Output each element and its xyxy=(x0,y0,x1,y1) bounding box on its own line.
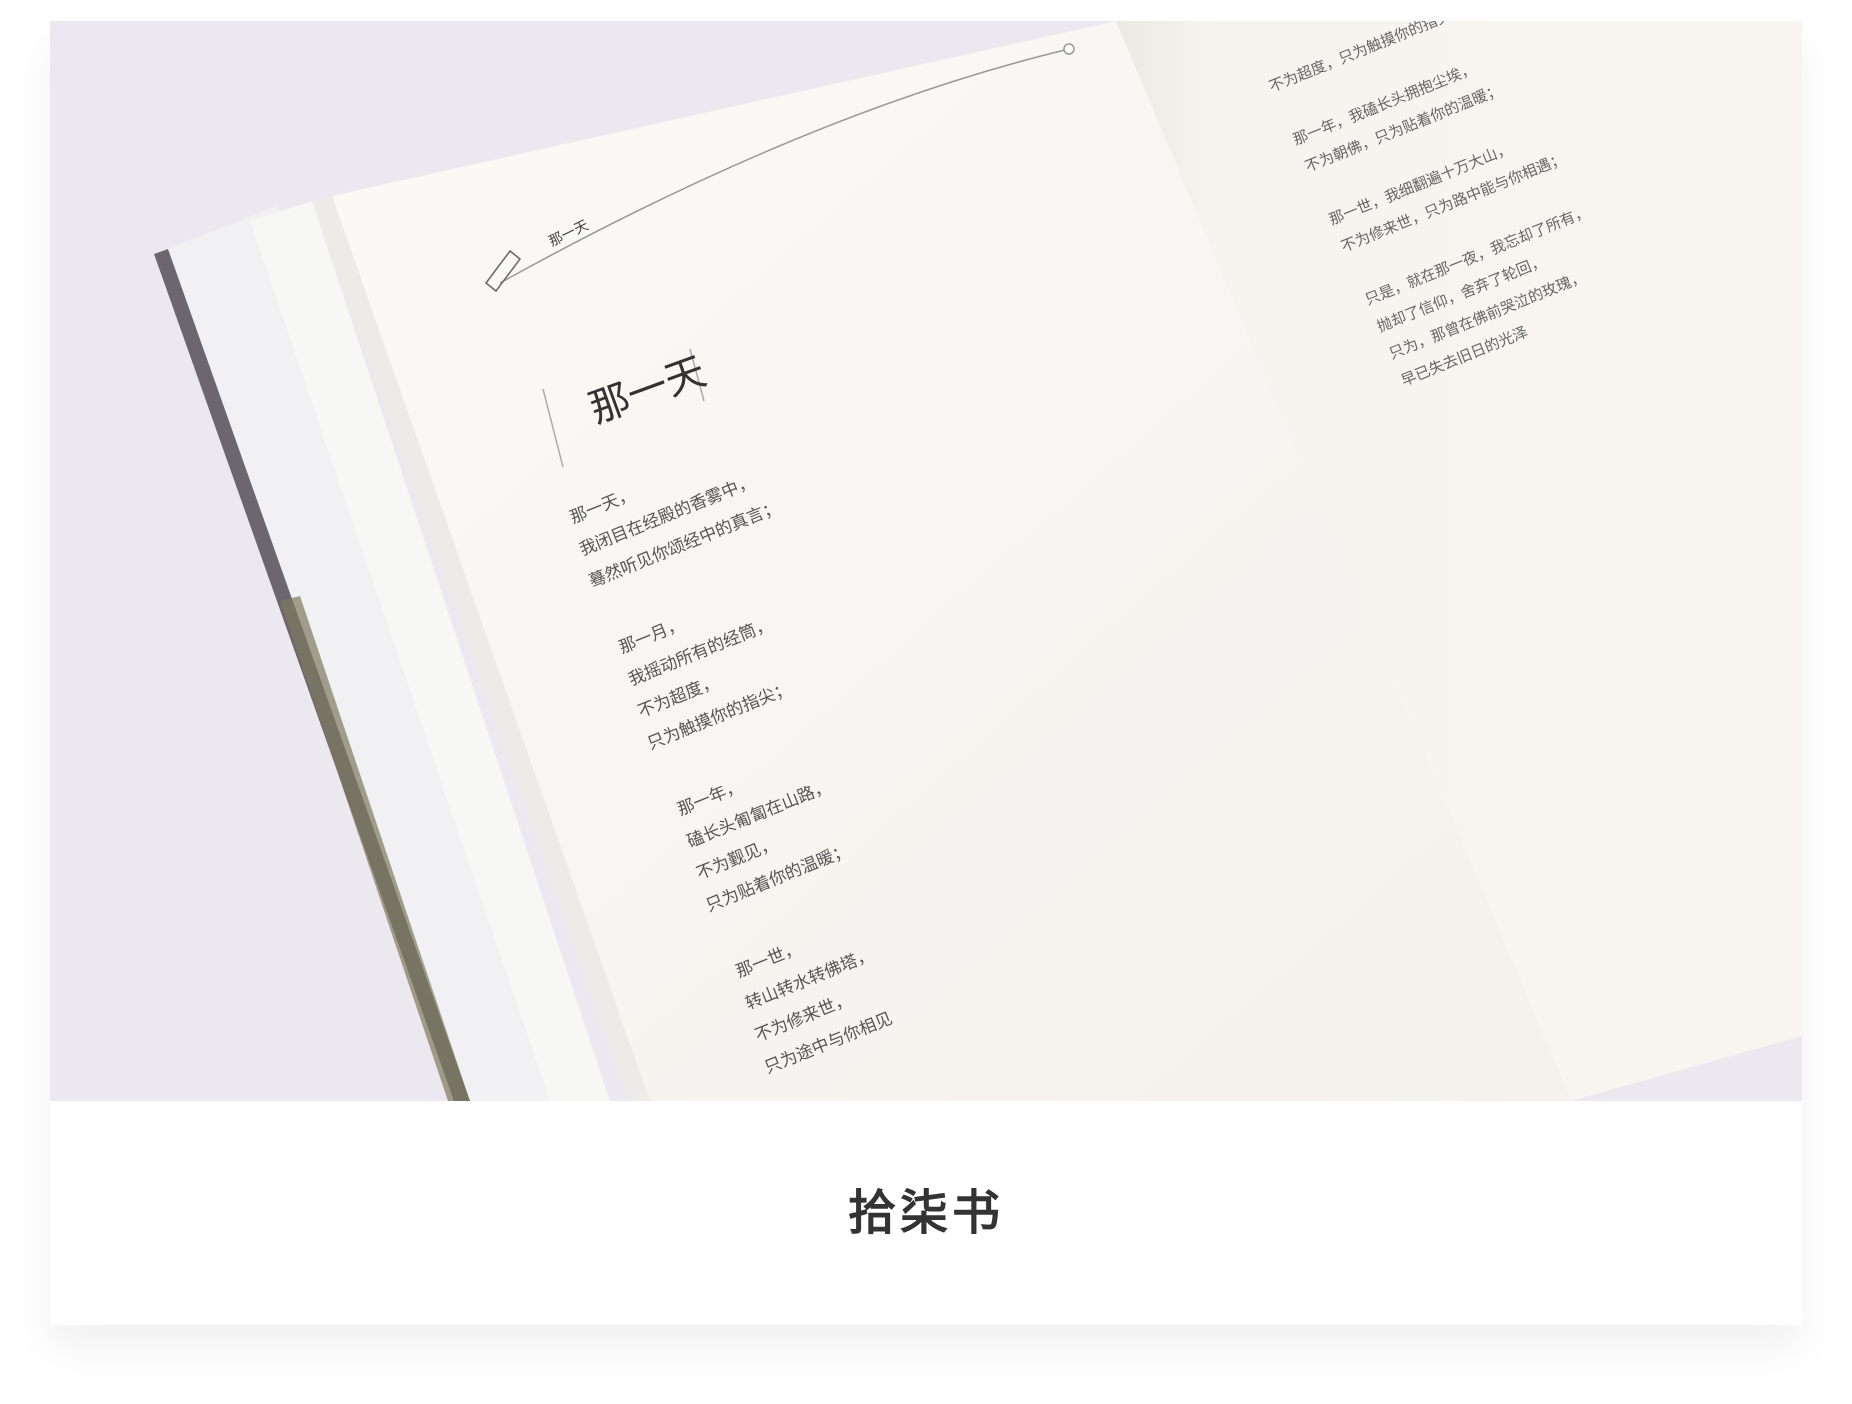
left-page xyxy=(332,21,1571,1101)
page-edges xyxy=(250,201,610,1101)
right-page xyxy=(1116,21,1802,1101)
caption: 拾柒书 xyxy=(847,1185,1004,1241)
title-rule xyxy=(542,388,564,468)
line-end xyxy=(1063,43,1075,55)
title-rule xyxy=(689,348,705,402)
cover-image xyxy=(280,596,470,1101)
book-photo: 那一天那一天那一天，我闭目在经殿的香雾中，蓦然听见你颂经中的真言；那一月，我摇动… xyxy=(50,21,1802,1101)
product-card[interactable]: 那一天 那一天 那一天， 我闭目在经殿的香雾中， 蓦然听见你颂经中的真言； 那一月， 我摇动… xyxy=(50,21,1802,1325)
pencil-icon xyxy=(484,249,522,293)
page-edges xyxy=(312,196,650,1101)
pencil-line xyxy=(499,48,1070,284)
